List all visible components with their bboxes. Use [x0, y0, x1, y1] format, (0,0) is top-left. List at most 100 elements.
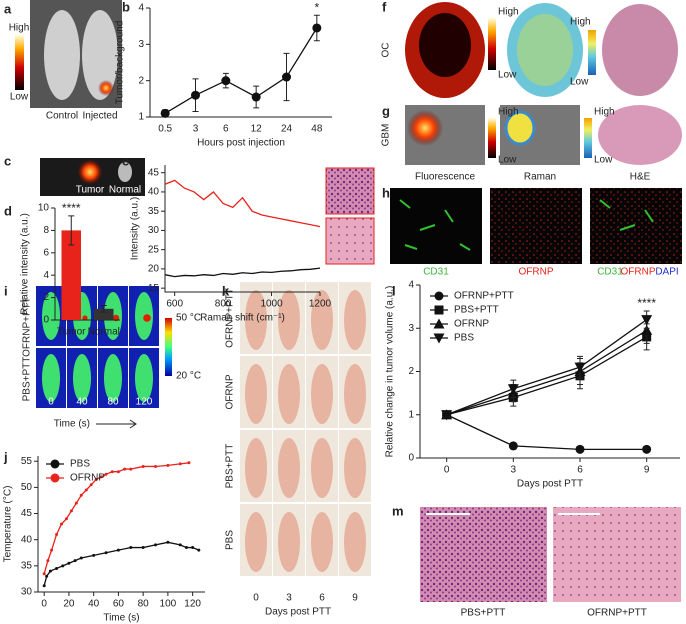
- x-axis-label: Raman shift (cm⁻¹): [200, 313, 285, 324]
- panel-letter: a: [4, 1, 12, 16]
- y-tick-label: 30: [21, 587, 33, 598]
- panel-letter: l: [392, 283, 396, 298]
- marker: [641, 324, 653, 335]
- histology: [420, 507, 547, 602]
- marker: [160, 108, 170, 118]
- line: [164, 27, 318, 114]
- mouse: [344, 438, 366, 498]
- y-axis-label: Intensity (a.u.): [130, 197, 141, 260]
- panel-c: Tumor Normal: [40, 158, 145, 196]
- mouse: [311, 438, 333, 498]
- marker: [282, 72, 291, 82]
- marker: [434, 305, 444, 315]
- marker: [166, 540, 170, 544]
- marker: [642, 444, 652, 454]
- column-label: 0: [253, 593, 259, 604]
- y-tick-label: 55: [21, 456, 33, 467]
- marker: [433, 318, 445, 329]
- panel-fg: OC GBM High Low High Low High Low High L…: [381, 2, 682, 183]
- mouse: [344, 290, 366, 350]
- marker: [48, 569, 52, 573]
- marker: [99, 475, 103, 479]
- colorbar: [15, 35, 24, 90]
- marker: [73, 559, 77, 563]
- label: DAPI: [655, 267, 678, 278]
- histology: [325, 217, 375, 265]
- panel-letter: c: [4, 153, 11, 168]
- label: Low: [498, 155, 517, 166]
- marker: [129, 546, 133, 550]
- time-label: 0: [48, 397, 54, 408]
- marker: [55, 566, 59, 570]
- y-tick-label: 1: [408, 409, 414, 420]
- colorbar: [584, 118, 592, 158]
- mouse: [278, 364, 300, 424]
- hotspot: [82, 315, 88, 321]
- signal: [98, 80, 114, 96]
- mouse: [311, 364, 333, 424]
- marker: [104, 551, 108, 555]
- image: [399, 199, 471, 251]
- mouse: [73, 354, 91, 402]
- marker: [60, 522, 64, 526]
- mouse: [245, 512, 267, 572]
- time-label: 40: [76, 397, 88, 408]
- y-tick-label: 40: [148, 187, 160, 198]
- row-label: OFRNP+PTT: [225, 288, 236, 348]
- panel-letter: d: [4, 203, 12, 218]
- y-tick-label: 20: [148, 264, 160, 275]
- axis: [164, 165, 320, 293]
- panel-letter: e: [122, 153, 129, 168]
- marker: [575, 444, 585, 454]
- marker: [116, 470, 120, 474]
- mouse: [344, 512, 366, 572]
- histology: [553, 507, 681, 602]
- label: Low: [10, 92, 29, 103]
- y-tick-label: 30: [148, 225, 160, 236]
- marker: [433, 333, 445, 344]
- label: OFRNP: [621, 267, 656, 278]
- marker: [251, 92, 261, 102]
- x-tick-label: 12: [251, 124, 263, 135]
- x-tick-label: 1000: [260, 299, 283, 310]
- label: Low: [498, 70, 517, 81]
- x-tick-label: 9: [644, 465, 650, 476]
- legend-label: PBS: [70, 459, 90, 470]
- mouse: [278, 512, 300, 572]
- legend-label: OFRNP: [70, 473, 105, 484]
- panel-h: CD31 OFRNP CD31 OFRNP DAPI: [390, 188, 682, 278]
- mouse: [42, 354, 60, 402]
- label: High: [594, 107, 615, 118]
- marker: [166, 463, 170, 467]
- y-tick-label: 50: [21, 482, 33, 493]
- y-tick-label: 40: [21, 534, 33, 545]
- y-tick-label: 25: [148, 244, 160, 255]
- x-tick-label: 24: [281, 124, 293, 135]
- mouse: [245, 290, 267, 350]
- y-tick-label: 15: [148, 283, 160, 294]
- panel-letter: k: [222, 283, 230, 298]
- row-label: OC: [381, 43, 392, 58]
- error-bar: [68, 215, 75, 246]
- label: CD31: [597, 267, 623, 278]
- colorbar: [488, 18, 496, 70]
- marker: [129, 467, 133, 471]
- mouse: [311, 512, 333, 572]
- legend-label: PBS+PTT: [454, 305, 499, 316]
- y-tick-label: 3: [408, 323, 414, 334]
- image: [599, 199, 654, 231]
- panel-letter: f: [382, 0, 387, 14]
- marker: [50, 459, 60, 469]
- marker: [178, 462, 182, 466]
- column-label: 9: [352, 593, 358, 604]
- label: Raman: [524, 172, 556, 183]
- y-axis-label: Temperature (°C): [3, 486, 14, 563]
- marker: [184, 546, 188, 550]
- x-tick-label: 0: [41, 599, 47, 610]
- marker: [141, 464, 145, 468]
- label: Control: [46, 111, 78, 122]
- bar: [61, 230, 81, 320]
- label: High: [570, 17, 591, 28]
- marker: [55, 532, 59, 536]
